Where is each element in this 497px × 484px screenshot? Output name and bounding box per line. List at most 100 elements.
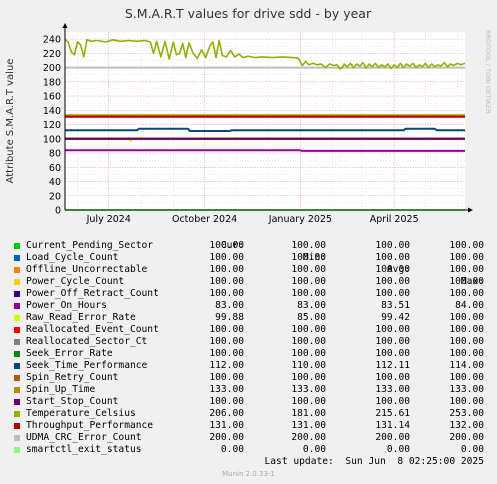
- legend-min-value: 100.00: [291, 288, 326, 299]
- legend-row: Throughput_Performance 131.00 131.00 131.14…: [14, 420, 494, 432]
- legend-cur-value: 100.00: [209, 276, 244, 287]
- legend-avg-value: 100.00: [375, 252, 410, 263]
- y-tick-label: 80: [49, 149, 61, 160]
- legend-min-value: 100.00: [291, 324, 326, 335]
- legend-avg-value: 100.00: [375, 348, 410, 359]
- y-tick-label: 0: [55, 206, 61, 217]
- x-tick-label: January 2025: [268, 214, 332, 225]
- legend-swatch: [14, 243, 20, 249]
- legend-max-value: 200.00: [449, 432, 484, 443]
- legend-max-value: 132.00: [449, 420, 484, 431]
- legend-min-value: 200.00: [291, 432, 326, 443]
- legend-swatch: [14, 267, 20, 273]
- legend-min-value: 100.00: [291, 264, 326, 275]
- legend-series-name: Reallocated_Event_Count: [26, 324, 159, 335]
- legend-row: Raw_Read_Error_Rate 99.88 85.00 99.42 100.00: [14, 312, 494, 324]
- last-update: Last update: Sun Jun 8 02:25:00 2025: [264, 456, 485, 467]
- y-tick-label: 140: [43, 106, 61, 117]
- y-tick-label: 40: [49, 177, 61, 188]
- legend-max-value: 100.00: [449, 288, 484, 299]
- tick-labels: 0 20 40 60 80 100 120 140 160 180 200 220 240 July 20…: [43, 35, 419, 225]
- legend-swatch: [14, 351, 20, 357]
- col-avg-header: Avg:: [386, 264, 410, 275]
- legend-row: Seek_Error_Rate 100.00 100.00 100.00 100.00: [14, 348, 494, 360]
- legend-min-value: 0.00: [302, 444, 326, 455]
- axes: [62, 23, 473, 213]
- y-tick-label: 200: [43, 63, 61, 74]
- legend-max-value: 100.00: [449, 252, 484, 263]
- legend-max-value: 100.00: [449, 348, 484, 359]
- legend-cur-value: 100.00: [209, 396, 244, 407]
- legend-swatch: [14, 387, 20, 393]
- legend-min-value: 100.00: [291, 348, 326, 359]
- legend-swatch: [14, 399, 20, 405]
- legend-cur-value: 100.00: [209, 348, 244, 359]
- legend-avg-value: 200.00: [375, 432, 410, 443]
- legend-cur-value: 99.88: [215, 312, 244, 323]
- legend-min-value: 83.00: [297, 300, 326, 311]
- legend-avg-value: 100.00: [375, 288, 410, 299]
- legend-cur-value: 100.00: [209, 324, 244, 335]
- legend-header: Cur: Min: Avg: Max:: [14, 228, 494, 287]
- legend-cur-value: 100.00: [209, 336, 244, 347]
- y-tick-label: 120: [43, 120, 61, 131]
- legend-min-value: 100.00: [291, 252, 326, 263]
- y-tick-label: 160: [43, 92, 61, 103]
- legend-max-value: 114.00: [449, 360, 484, 371]
- legend-cur-value: 100.00: [209, 288, 244, 299]
- legend-series-name: Spin_Up_Time: [26, 384, 96, 395]
- series-line-temperature-celsius: [64, 38, 466, 70]
- legend-series-name: smartctl_exit_status: [26, 444, 142, 455]
- legend-row: Temperature_Celsius 206.00 181.00 215.61 253…: [14, 408, 494, 420]
- legend-rows: Current_Pending_Sector 100.00 100.00 100.00…: [14, 240, 494, 456]
- legend-series-name: Power_On_Hours: [26, 300, 107, 311]
- legend-series-name: Offline_Uncorrectable: [26, 264, 148, 275]
- legend-swatch: [14, 339, 20, 345]
- col-max-header: Max:: [460, 276, 484, 287]
- legend-max-value: 133.00: [449, 384, 484, 395]
- legend-series-name: Spin_Retry_Count: [26, 372, 119, 383]
- rrdtool-credit: RRDTOOL / TOBI OETIKER: [484, 30, 492, 114]
- legend-cur-value: 200.00: [209, 432, 244, 443]
- legend-series-name: Throughput_Performance: [26, 420, 154, 431]
- legend-swatch: [14, 279, 20, 285]
- legend-avg-value: 100.00: [375, 276, 410, 287]
- legend-row: Power_Off_Retract_Count 100.00 100.00 100.0…: [14, 288, 494, 300]
- y-tick-label: 220: [43, 49, 61, 60]
- legend-series-name: UDMA_CRC_Error_Count: [26, 432, 142, 443]
- legend-max-value: 0.00: [460, 444, 484, 455]
- legend-max-value: 100.00: [449, 276, 484, 287]
- legend-row: Spin_Retry_Count 100.00 100.00 100.00 100.00: [14, 372, 494, 384]
- legend-table: Cur: Min: Avg: Max: Current_Pending_Sect…: [14, 228, 494, 456]
- legend-row: Power_Cycle_Count 100.00 100.00 100.00 100.0…: [14, 276, 494, 288]
- legend-min-value: 133.00: [291, 384, 326, 395]
- legend-swatch: [14, 303, 20, 309]
- legend-row: Current_Pending_Sector 100.00 100.00 100.00…: [14, 240, 494, 252]
- legend-avg-value: 133.00: [375, 384, 410, 395]
- legend-avg-value: 83.51: [381, 300, 410, 311]
- legend-series-name: Seek_Error_Rate: [26, 348, 113, 359]
- legend-series-name: Current_Pending_Sector: [26, 240, 154, 251]
- legend-avg-value: 100.00: [375, 336, 410, 347]
- legend-series-name: Raw_Read_Error_Rate: [26, 312, 136, 323]
- munin-credit: Munin 2.0.33-1: [222, 470, 275, 478]
- legend-min-value: 100.00: [291, 276, 326, 287]
- legend-min-value: 181.00: [291, 408, 326, 419]
- y-tick-label: 180: [43, 77, 61, 88]
- legend-row: Reallocated_Sector_Ct 100.00 100.00 100.00 1…: [14, 336, 494, 348]
- legend-cur-value: 206.00: [209, 408, 244, 419]
- legend-series-name: Power_Off_Retract_Count: [26, 288, 159, 299]
- legend-cur-value: 83.00: [215, 300, 244, 311]
- legend-min-value: 110.00: [291, 360, 326, 371]
- legend-cur-value: 100.00: [209, 372, 244, 383]
- y-tick-label: 100: [43, 134, 61, 145]
- legend-avg-value: 0.00: [386, 444, 410, 455]
- legend-max-value: 100.00: [449, 372, 484, 383]
- legend-min-value: 100.00: [291, 396, 326, 407]
- legend-cur-value: 133.00: [209, 384, 244, 395]
- legend-cur-value: 100.00: [209, 252, 244, 263]
- col-cur-header: Cur:: [220, 240, 244, 251]
- legend-avg-value: 100.00: [375, 372, 410, 383]
- legend-swatch: [14, 327, 20, 333]
- legend-swatch: [14, 435, 20, 441]
